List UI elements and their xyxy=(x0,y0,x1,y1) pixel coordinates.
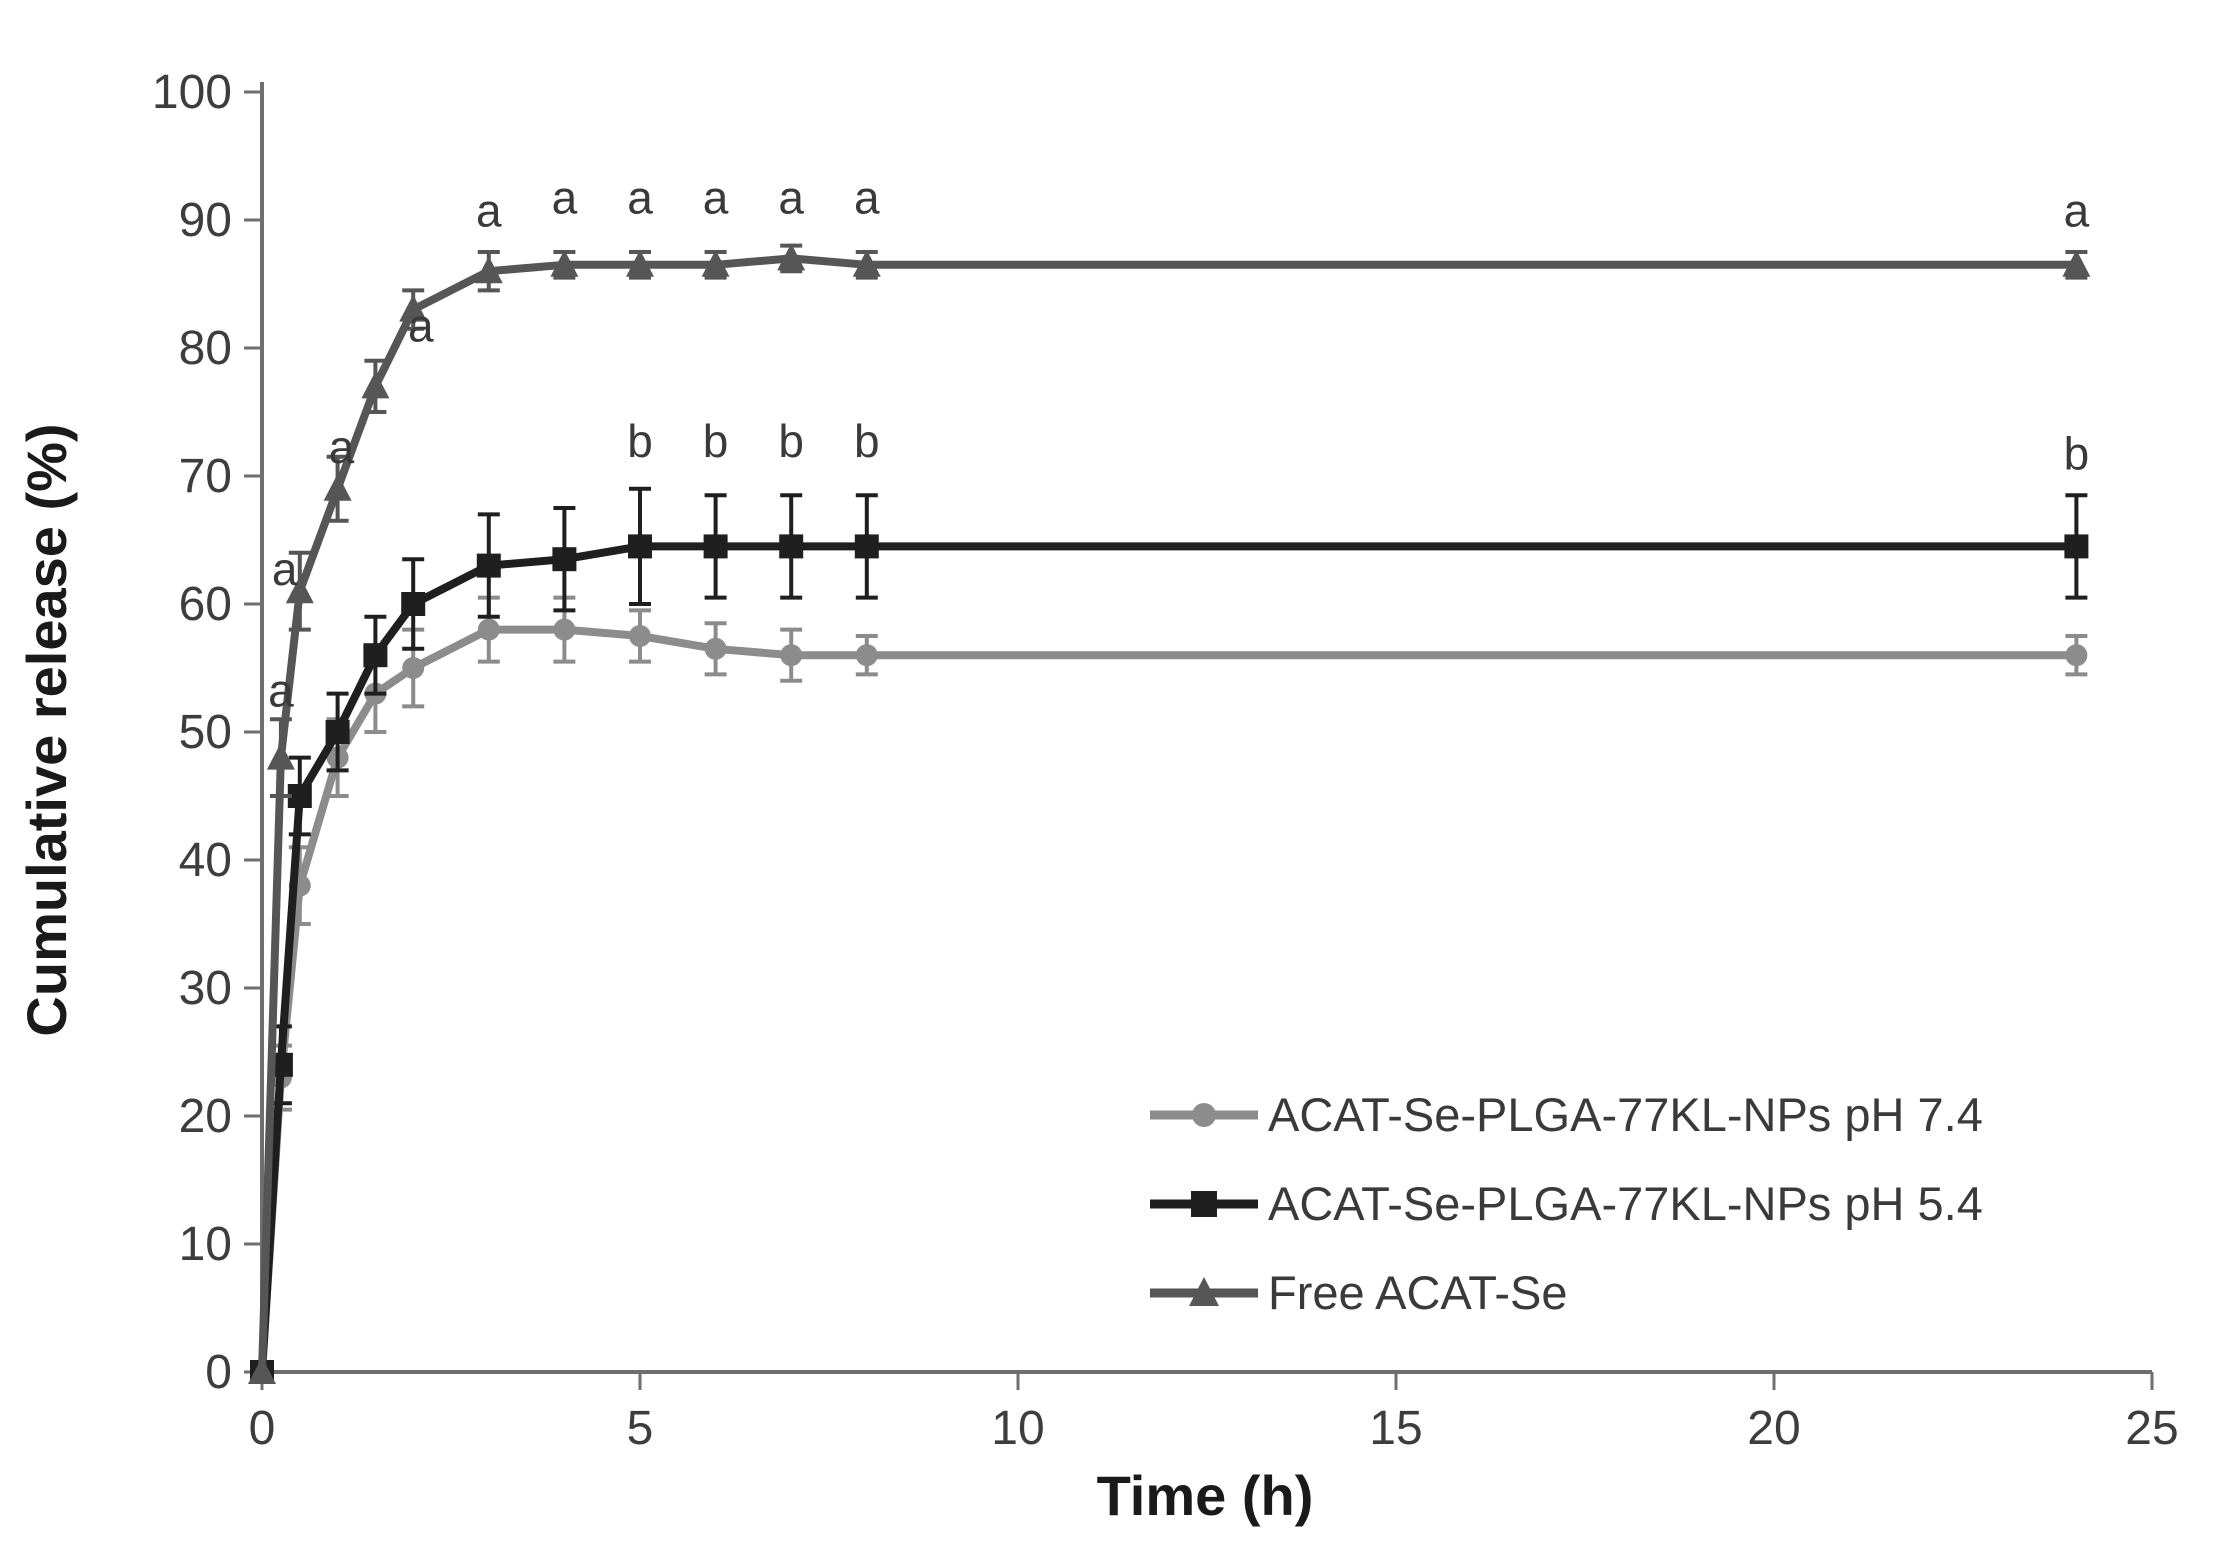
circle-marker xyxy=(553,618,576,641)
x-tick-label: 10 xyxy=(991,1402,1044,1455)
annotation-letter: a xyxy=(476,184,502,236)
x-tick-label: 5 xyxy=(627,1402,654,1455)
square-marker xyxy=(854,534,879,559)
annotation-letter: a xyxy=(329,421,355,473)
triangle-marker xyxy=(626,249,654,277)
y-tick-label: 30 xyxy=(179,962,232,1015)
circle-marker xyxy=(477,618,500,641)
square-marker xyxy=(325,720,350,744)
legend-label: ACAT-Se-PLGA-77KL-NPs pH 5.4 xyxy=(1268,1177,1983,1230)
annotation-letter: b xyxy=(854,415,880,467)
y-tick-label: 90 xyxy=(179,194,232,247)
triangle-marker xyxy=(852,249,881,277)
circle-marker xyxy=(780,644,803,667)
square-marker xyxy=(401,592,426,616)
triangle-marker xyxy=(285,576,314,604)
legend-label: Free ACAT-Se xyxy=(1268,1266,1568,1319)
square-marker xyxy=(703,534,728,559)
series-line xyxy=(258,542,2081,1376)
square-marker xyxy=(552,547,577,572)
triangle-marker xyxy=(2062,249,2091,277)
x-tick-label: 15 xyxy=(1369,1402,1422,1455)
legend: ACAT-Se-PLGA-77KL-NPs pH 7.4 ACAT-Se-PLGA… xyxy=(1150,1088,1983,1319)
circle-marker xyxy=(1192,1103,1216,1127)
circle-marker xyxy=(2065,644,2088,667)
y-tick-label: 20 xyxy=(179,1090,232,1143)
y-tick-label: 60 xyxy=(179,578,232,631)
annotation-letter: a xyxy=(854,172,880,224)
annotation-letter: b xyxy=(778,415,804,467)
annotation-letter: a xyxy=(272,543,298,595)
legend-item-0: ACAT-Se-PLGA-77KL-NPs pH 7.4 xyxy=(1150,1088,1983,1141)
square-marker xyxy=(1191,1191,1217,1217)
triangle-marker xyxy=(701,249,730,277)
series-1 xyxy=(250,486,2089,1384)
annotation-letter: b xyxy=(2064,428,2090,480)
triangle-marker xyxy=(266,742,295,770)
x-tick-label: 0 xyxy=(249,1402,276,1455)
x-axis-title: Time (h) xyxy=(1097,1464,1314,1527)
square-marker xyxy=(779,534,804,559)
circle-marker xyxy=(704,637,727,660)
square-marker xyxy=(363,643,388,668)
y-tick-label: 40 xyxy=(179,834,232,887)
annotation-letter: b xyxy=(703,415,729,467)
triangle-marker xyxy=(323,473,352,501)
circle-marker xyxy=(402,657,425,679)
y-tick-label: 0 xyxy=(205,1346,232,1399)
circle-marker xyxy=(855,644,878,667)
triangle-marker xyxy=(399,294,428,322)
annotation-letter: a xyxy=(703,172,729,224)
annotation-letter: a xyxy=(2064,184,2090,236)
square-marker xyxy=(628,534,652,559)
legend-item-2: Free ACAT-Se xyxy=(1150,1266,1568,1319)
series-line xyxy=(258,625,2081,1376)
x-tick-label: 25 xyxy=(2125,1402,2178,1455)
y-tick-label: 10 xyxy=(179,1218,232,1271)
square-marker xyxy=(476,553,501,578)
triangle-marker xyxy=(550,249,579,277)
x-tick-label: 20 xyxy=(1747,1402,1800,1455)
triangle-marker xyxy=(777,243,806,271)
series-0 xyxy=(251,595,2088,1383)
annotation-letter: a xyxy=(552,172,578,224)
square-marker xyxy=(2064,534,2089,559)
y-tick-label: 50 xyxy=(179,706,232,759)
triangle-marker xyxy=(474,256,503,284)
y-tick-label: 70 xyxy=(179,450,232,503)
annotation-letter: a xyxy=(627,172,653,224)
triangle-marker xyxy=(248,1357,276,1384)
legend-label: ACAT-Se-PLGA-77KL-NPs pH 7.4 xyxy=(1268,1088,1983,1141)
annotation-letter: a xyxy=(408,300,434,352)
y-tick-label: 100 xyxy=(152,66,232,119)
triangle-marker xyxy=(361,371,390,399)
circle-marker xyxy=(629,625,651,647)
y-tick-label: 80 xyxy=(179,322,232,375)
annotation-letter: b xyxy=(627,415,653,467)
y-axis-title: Cumulative release (%) xyxy=(15,423,78,1036)
triangle-marker xyxy=(1189,1277,1219,1306)
series-2 xyxy=(248,243,2091,1384)
annotation-letter: a xyxy=(778,172,804,224)
annotation-letter: a xyxy=(268,664,294,716)
legend-item-1: ACAT-Se-PLGA-77KL-NPs pH 5.4 xyxy=(1150,1177,1983,1230)
